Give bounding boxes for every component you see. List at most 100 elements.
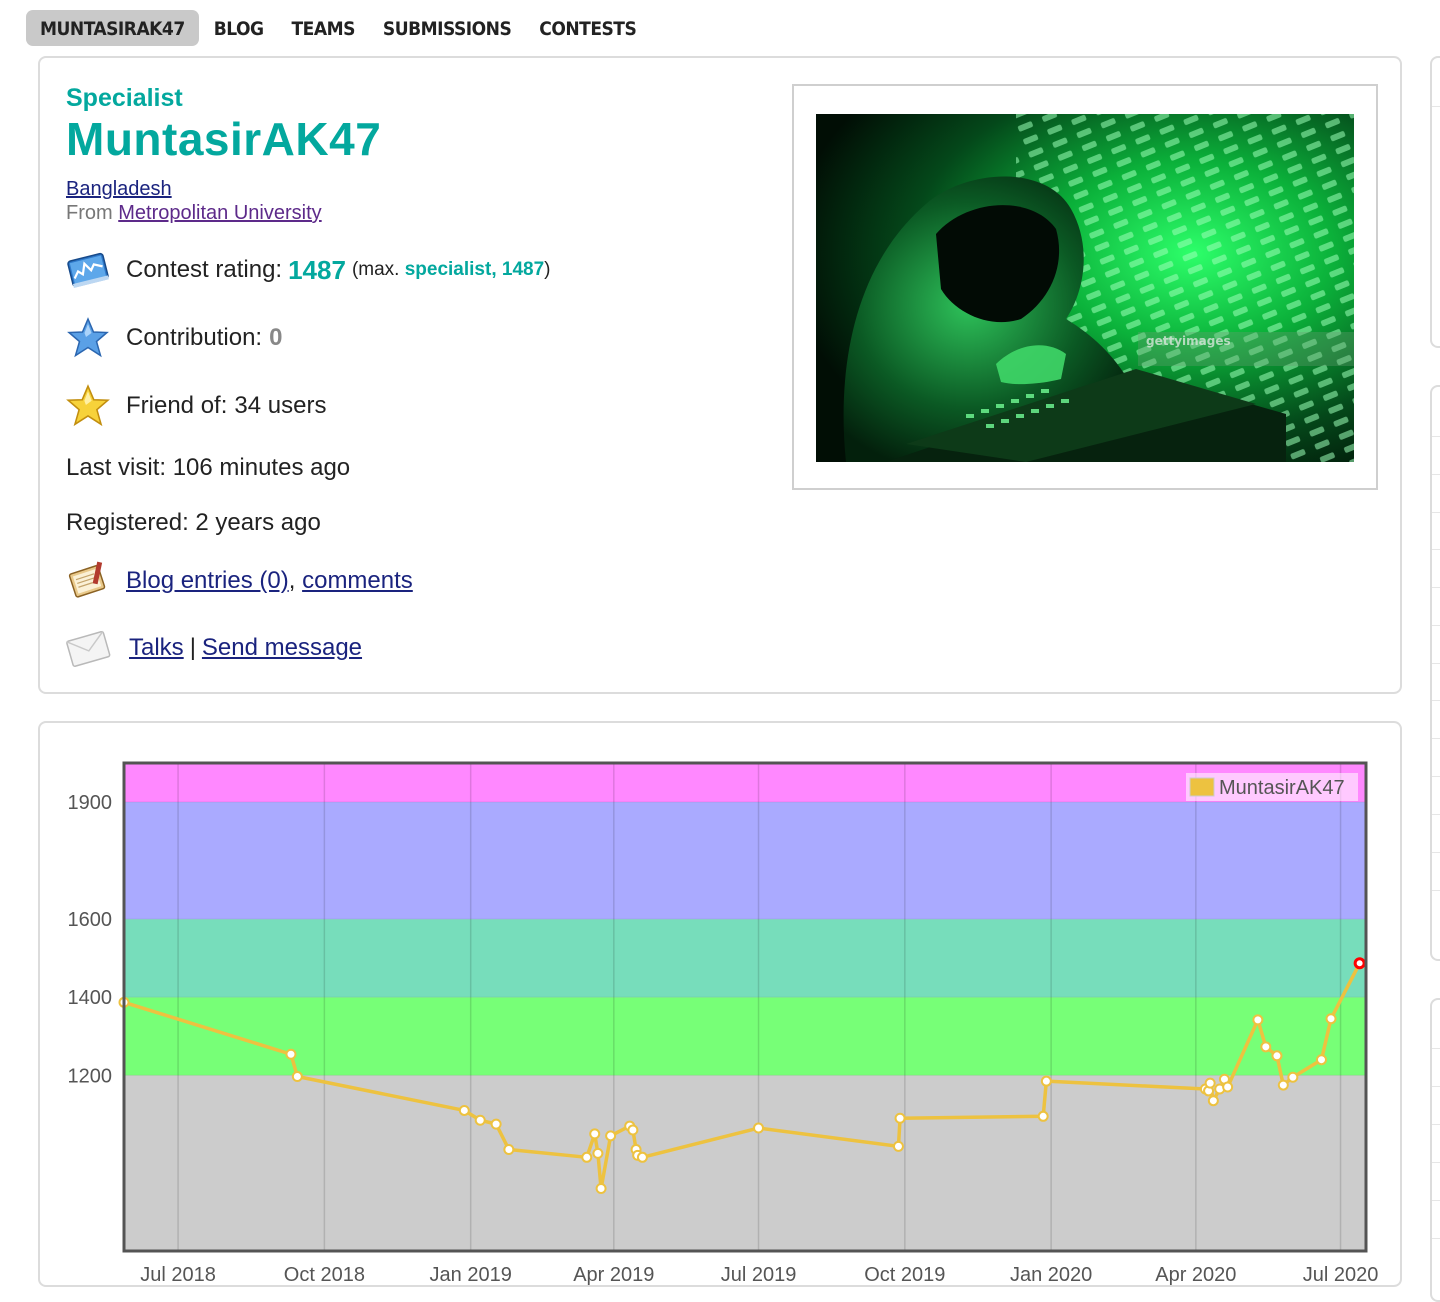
sidebar-box-2 (1430, 385, 1440, 961)
rating-chart: 1200 1400 1600 1900 Jul 2018 Oct 2018 Jan 201… (68, 761, 1379, 1286)
legend-box (1186, 773, 1358, 801)
user-country: Bangladesh (66, 178, 172, 201)
rating-band-2 (124, 919, 1366, 998)
contest-rating-label: Contest rating: (126, 256, 283, 283)
blue-star-icon (64, 314, 112, 362)
rating-point[interactable] (285, 1048, 297, 1060)
rating-point[interactable] (605, 1130, 617, 1142)
rating-point[interactable] (1260, 1041, 1272, 1053)
rating-point[interactable] (1271, 1050, 1283, 1062)
comma-separator: , (288, 567, 303, 594)
rating-band-0 (124, 1075, 1366, 1251)
avatar-photo: gettyimages (816, 114, 1354, 462)
from-label: From (66, 202, 113, 224)
sidebar-divider (1432, 1086, 1440, 1087)
last-visit: Last visit: 106 minutes ago (66, 454, 351, 481)
rating-point[interactable] (1277, 1079, 1289, 1091)
sidebar-divider (1432, 663, 1440, 664)
registered: Registered: 2 years ago (66, 509, 321, 536)
sidebar-divider (1432, 587, 1440, 588)
sidebar-divider (1432, 776, 1440, 777)
rating-graph-icon (64, 246, 112, 294)
rating-point[interactable] (458, 1104, 470, 1116)
sidebar-divider (1432, 1162, 1440, 1163)
y-tick-label: 1600 (68, 909, 113, 931)
rating-point[interactable] (894, 1112, 906, 1124)
rating-point[interactable] (1315, 1054, 1327, 1066)
organization-link[interactable]: Metropolitan University (118, 202, 322, 224)
x-tick-label: Jul 2019 (721, 1264, 797, 1286)
sidebar-divider (1432, 549, 1440, 550)
rating-point[interactable] (1353, 957, 1366, 970)
rating-point[interactable] (1037, 1110, 1049, 1122)
rating-point[interactable] (1325, 1013, 1337, 1025)
send-message-link[interactable]: Send message (201, 634, 363, 661)
rating-point[interactable] (1040, 1075, 1052, 1087)
sidebar-divider (1432, 700, 1440, 701)
x-tick-label: Jul 2020 (1303, 1264, 1379, 1286)
rating-point[interactable] (291, 1070, 303, 1082)
contribution-value: 0 (269, 324, 283, 351)
rating-point[interactable] (581, 1151, 593, 1163)
talks-link[interactable]: Talks (129, 634, 184, 661)
user-handle: MuntasirAK47 (66, 113, 382, 165)
blog-entries-link[interactable]: Blog entries (0) (126, 567, 289, 594)
sidebar-divider (1432, 625, 1440, 626)
y-tick-label: 1400 (68, 987, 113, 1009)
max-rating-value: 1487 (501, 259, 545, 280)
rating-point[interactable] (1252, 1014, 1264, 1026)
tab-submissions[interactable]: SUBMISSIONS (382, 18, 512, 40)
sidebar-divider (1432, 512, 1440, 513)
user-rank: Specialist (66, 84, 183, 112)
rating-point[interactable] (627, 1124, 639, 1136)
sidebar-divider (1432, 1124, 1440, 1125)
sidebar-box-1 (1430, 56, 1440, 348)
x-tick-label: Oct 2019 (864, 1264, 945, 1286)
friends-row: Friend of: 34 users (64, 382, 326, 430)
rating-point[interactable] (1222, 1081, 1234, 1093)
sidebar-divider (1432, 738, 1440, 739)
photo-watermark: gettyimages (1146, 334, 1231, 348)
sidebar-divider (1432, 890, 1440, 891)
tab-blog[interactable]: BLOG (213, 18, 264, 40)
profile-card: Specialist MuntasirAK47 Bangladesh From … (38, 56, 1402, 694)
rating-point[interactable] (503, 1143, 515, 1155)
sidebar-divider (1432, 814, 1440, 815)
sidebar-divider (1432, 1200, 1440, 1201)
legend-label: MuntasirAK47 (1219, 777, 1345, 799)
comments-link[interactable]: comments (302, 567, 413, 594)
plot-border (122, 761, 1368, 1253)
sidebar-divider (1432, 436, 1440, 437)
rating-point[interactable] (1207, 1095, 1219, 1107)
friend-value: 34 users (234, 392, 327, 419)
rating-point[interactable] (892, 1140, 904, 1152)
sidebar-divider (1432, 474, 1440, 475)
x-tick-label: Jul 2018 (140, 1264, 216, 1286)
rating-point[interactable] (589, 1128, 601, 1140)
rating-point[interactable] (474, 1114, 486, 1126)
rating-point[interactable] (490, 1118, 502, 1130)
talks-row: Talks | Send message (64, 624, 362, 672)
country-link[interactable]: Bangladesh (66, 178, 172, 200)
contest-rating-value: 1487 (288, 254, 346, 285)
gold-star-icon (64, 382, 112, 430)
rating-point[interactable] (753, 1122, 765, 1134)
envelope-icon (64, 624, 112, 672)
rating-point[interactable] (595, 1183, 607, 1195)
tab-contests[interactable]: CONTESTS (539, 18, 637, 40)
friend-label: Friend of: (126, 392, 228, 419)
max-rating: (max. specialist, 1487) (352, 259, 551, 281)
sidebar-box-3 (1430, 998, 1440, 1302)
rating-point[interactable] (1204, 1077, 1216, 1089)
contest-rating-row: Contest rating: 1487 (max. specialist, 1… (64, 246, 551, 294)
rating-point[interactable] (636, 1151, 648, 1163)
tab-teams[interactable]: TEAMS (291, 18, 356, 40)
tab-profile[interactable]: MUNTASIRAK47 (26, 10, 199, 46)
rating-point[interactable] (1287, 1071, 1299, 1083)
profile-nav: MUNTASIRAK47 BLOG TEAMS SUBMISSIONS CONT… (26, 10, 650, 46)
rating-point[interactable] (592, 1147, 604, 1159)
rating-band-1 (124, 997, 1366, 1076)
max-open: (max. (351, 259, 400, 280)
max-rank: specialist, (404, 259, 497, 280)
x-tick-label: Jan 2020 (1010, 1264, 1092, 1286)
